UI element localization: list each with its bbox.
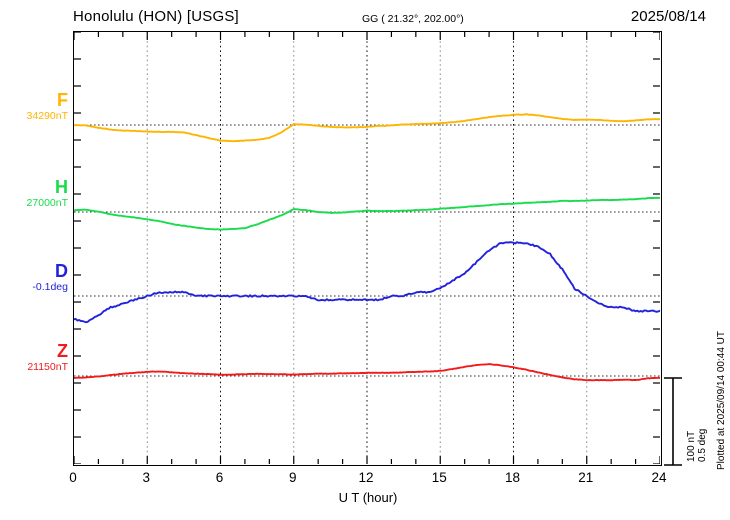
amplitude-scale-bar [664,377,682,466]
trace-z [74,363,660,382]
station-title: Honolulu (HON) [USGS] [73,8,239,25]
x-axis-tick-label: 0 [69,470,77,485]
component-label-f: F 34290nT [4,91,68,122]
component-label-z: Z 21150nT [4,342,68,373]
component-symbol: D [55,261,68,281]
component-baseline-value: 21150nT [27,360,68,373]
component-symbol: H [55,177,68,197]
component-label-h: H 27000nT [4,178,68,209]
x-axis-tick-label: 18 [504,470,521,485]
x-axis-tick-label: 12 [358,470,374,485]
x-axis-title: U T (hour) [338,490,398,505]
scale-bar-nt-label: 100 nT [686,430,697,462]
component-symbol: F [57,90,68,110]
component-symbol: Z [57,341,68,361]
plotted-at-timestamp: Plotted at 2025/09/14 00:44 UT [716,331,727,470]
geographic-coordinates: GG ( 21.32°, 202.00°) [362,13,464,25]
x-axis-tick-label: 15 [431,470,447,485]
observation-date: 2025/08/14 [630,8,706,25]
trace-d [74,241,660,324]
component-baseline-value: 34290nT [26,109,68,122]
x-axis-tick-label: 6 [215,470,224,485]
component-baseline-value: -0.1deg [32,280,68,293]
x-axis-tick-label: 21 [578,470,594,485]
trace-h [74,196,660,231]
x-axis-tick-label: 3 [142,470,151,485]
trace-f [74,113,660,143]
x-axis-tick-label: 9 [288,470,297,485]
x-axis-tick-label: 24 [651,470,667,485]
magnetogram-plot-area [73,31,662,466]
scale-bar-deg-label: 0.5 deg [697,428,708,462]
traces-svg [74,32,660,464]
component-label-d: D -0.1deg [4,262,68,293]
component-baseline-value: 27000nT [26,196,68,209]
